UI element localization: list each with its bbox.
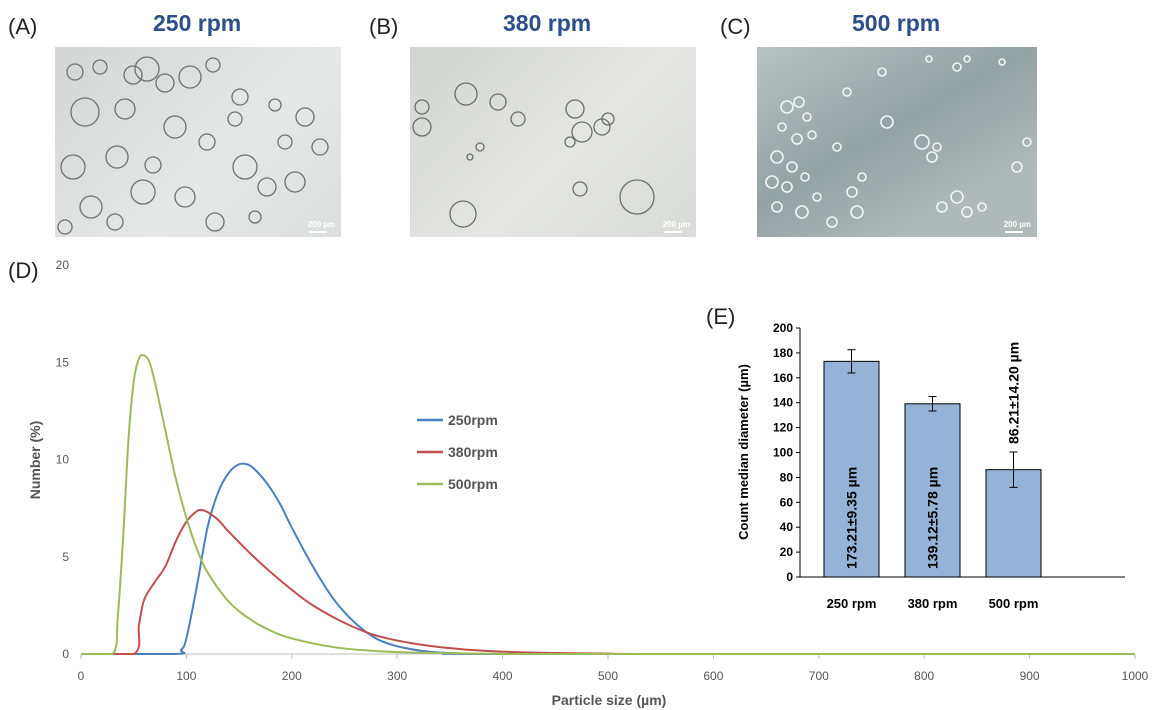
y-tick-label: 10 [56,453,70,467]
bar-value-label: 86.21±14.20 µm [1006,342,1022,444]
bar-value-label: 173.21±9.35 µm [844,467,860,569]
bar-y-tick-label: 60 [780,495,794,509]
micrograph-380rpm: 200 µm [410,47,696,237]
line-chart-series [81,353,1135,656]
line-chart-y-label: Number (%) [27,421,43,500]
legend-label-380rpm: 380rpm [448,444,498,460]
bar-y-tick-label: 140 [773,396,793,410]
scale-label-b: 200 µm [662,220,690,229]
scale-label-c: 200 µm [1003,220,1031,229]
bar-y-tick-label: 100 [773,446,793,460]
panel-letter-b: (B) [369,14,399,39]
panel-title-b: 380 rpm [503,10,592,36]
micrograph-250rpm-droplets [57,56,329,235]
x-tick-label: 0 [78,669,85,683]
scale-label-a: 200 µm [307,220,335,229]
bar-value-label: 139.12±5.78 µm [925,467,941,569]
bar-category-label: 250 rpm [827,596,877,611]
bar-category-label: 500 rpm [989,596,1039,611]
bar-y-tick-label: 200 [773,321,793,335]
bar-chart-axes: 0 20 40 60 80 100 120 140 160 180 200 [773,321,1125,584]
scale-bar-c [1005,231,1023,233]
micrograph-250rpm: 200 µm [55,47,341,237]
bar-380-rpm [904,403,961,578]
micrograph-500rpm: 200 µm [757,47,1037,237]
panel-letter-d: (D) [8,258,39,283]
x-tick-label: 100 [176,669,196,683]
panel-letter-a: (A) [8,14,38,39]
x-tick-label: 700 [809,669,829,683]
line-chart-x-label: Particle size (µm) [552,692,667,708]
panel-letter-e: (E) [706,304,736,329]
bar-chart-y-label: Count median diameter (µm) [736,364,751,540]
bar-y-tick-label: 0 [786,570,793,584]
micrograph-380rpm-droplets [412,82,655,228]
bar-y-tick-label: 20 [780,545,794,559]
bar-y-tick-label: 120 [773,421,793,435]
scale-bar-a [309,231,327,233]
line-chart-legend: 250rpm 380rpm 500rpm [417,412,498,492]
panel-title-c: 500 rpm [852,10,941,36]
y-tick-label: 0 [62,647,69,661]
y-tick-label: 20 [56,258,70,272]
micrograph-500rpm-droplets [765,55,1032,228]
x-tick-label: 200 [282,669,302,683]
x-tick-label: 500 [598,669,618,683]
legend-label-250rpm: 250rpm [448,412,498,428]
y-tick-label: 5 [62,550,69,564]
x-tick-label: 600 [703,669,723,683]
panel-title-a: 250 rpm [153,10,242,36]
y-tick-label: 15 [56,355,70,369]
x-tick-label: 900 [1020,669,1040,683]
scale-bar-b [664,231,682,233]
bar-category-label: 380 rpm [908,596,958,611]
bar-chart-bars: 250 rpm 173.21±9.35 µm 380 rpm 139.12±5.78 … [823,342,1042,611]
bar-y-tick-label: 160 [773,371,793,385]
x-tick-label: 400 [493,669,513,683]
x-tick-label: 1000 [1122,669,1149,683]
x-tick-label: 300 [387,669,407,683]
bar-y-tick-label: 180 [773,346,793,360]
bar-y-tick-label: 80 [780,470,794,484]
legend-label-500rpm: 500rpm [448,476,498,492]
panel-letter-c: (C) [720,14,751,39]
series-line-500rpm [81,353,1135,656]
x-tick-label: 800 [914,669,934,683]
bar-y-tick-label: 40 [780,520,794,534]
